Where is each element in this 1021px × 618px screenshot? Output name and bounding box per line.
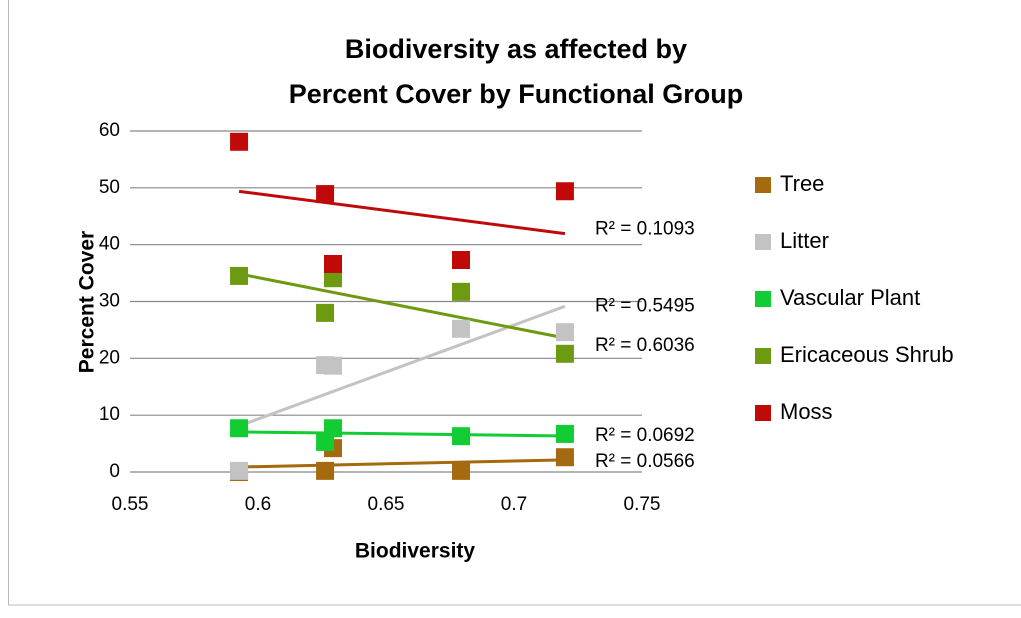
x-tick-label: 0.7 xyxy=(501,494,527,515)
x-tick-label: 0.75 xyxy=(624,494,661,515)
y-tick-label: 40 xyxy=(99,234,120,255)
y-tick-label: 20 xyxy=(99,347,120,368)
point xyxy=(452,319,471,338)
point xyxy=(230,419,249,438)
x-tick-label: 0.55 xyxy=(112,494,149,515)
trendline xyxy=(239,430,565,438)
x-axis-title: Biodiversity xyxy=(355,540,476,563)
x-tick-label: 0.6 xyxy=(245,494,271,515)
trendline-label: R² = 0.0692 xyxy=(595,425,695,446)
legend-label: Vascular Plant xyxy=(780,285,920,310)
point xyxy=(555,448,574,467)
y-tick-label: 10 xyxy=(99,404,120,425)
point xyxy=(555,323,574,342)
point xyxy=(555,344,574,363)
chart-frame xyxy=(8,0,1021,606)
trendline xyxy=(238,272,566,340)
chart-title: Biodiversity as affected by xyxy=(345,34,687,64)
point xyxy=(230,266,249,285)
legend-label: Litter xyxy=(780,228,829,253)
point xyxy=(555,182,574,201)
legend-swatch xyxy=(755,348,771,364)
point xyxy=(230,132,249,151)
y-tick-label: 50 xyxy=(99,177,120,198)
legend-swatch xyxy=(755,234,771,250)
legend-label: Tree xyxy=(780,171,824,196)
legend-label: Moss xyxy=(780,399,833,424)
y-tick-label: 0 xyxy=(109,461,120,482)
trendline-label: R² = 0.6036 xyxy=(595,335,695,356)
legend-label: Ericaceous Shrub xyxy=(780,342,954,367)
point xyxy=(316,461,335,480)
point xyxy=(452,427,471,446)
trendline-label: R² = 0.1093 xyxy=(595,219,695,240)
legend-swatch xyxy=(755,405,771,421)
point xyxy=(324,356,343,375)
trendline-label: R² = 0.0566 xyxy=(595,451,695,472)
point xyxy=(316,303,335,322)
point xyxy=(324,254,343,273)
point xyxy=(324,419,343,438)
point xyxy=(316,185,335,204)
point xyxy=(230,461,249,480)
point xyxy=(452,282,471,301)
legend-swatch xyxy=(755,291,771,307)
y-tick-label: 30 xyxy=(99,291,120,312)
legend-swatch xyxy=(755,177,771,193)
chart-title: Percent Cover by Functional Group xyxy=(289,79,744,109)
point xyxy=(452,461,471,480)
point xyxy=(324,269,343,288)
y-tick-label: 60 xyxy=(99,120,120,141)
trendline-label: R² = 0.5495 xyxy=(595,295,695,316)
x-tick-label: 0.65 xyxy=(368,494,405,515)
trendline xyxy=(239,458,565,469)
trendline xyxy=(238,189,566,236)
y-axis-title: Percent Cover xyxy=(76,231,99,373)
point xyxy=(316,432,335,451)
point xyxy=(555,424,574,443)
point xyxy=(452,251,471,270)
